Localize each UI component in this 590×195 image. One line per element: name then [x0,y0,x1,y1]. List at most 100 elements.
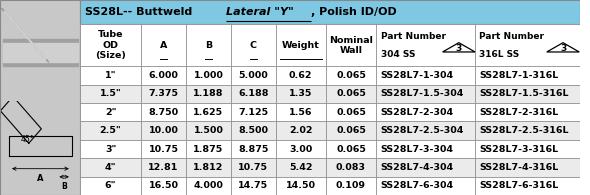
Text: Lateral "Y": Lateral "Y" [225,7,293,17]
Bar [474,85,580,103]
Text: 7.375: 7.375 [149,89,179,98]
Bar [80,103,141,121]
Bar [276,140,326,158]
Bar [376,85,474,103]
Bar [474,103,580,121]
Text: SS28L7-2-316L: SS28L7-2-316L [479,108,559,117]
Bar [376,66,474,85]
Bar [80,158,141,177]
Text: 2.02: 2.02 [289,126,313,135]
Text: 0.065: 0.065 [336,126,366,135]
Text: Nominal
Wall: Nominal Wall [329,36,373,55]
Text: SS28L7-4-304: SS28L7-4-304 [381,163,454,172]
Bar [376,158,474,177]
Text: 0.083: 0.083 [336,163,366,172]
Bar [80,121,141,140]
Bar [231,158,276,177]
Bar [326,158,376,177]
Text: 8.875: 8.875 [238,144,268,153]
Bar [276,103,326,121]
Text: 3: 3 [455,44,462,53]
Bar [326,103,376,121]
Text: 1.35: 1.35 [289,89,313,98]
Text: 10.75: 10.75 [149,144,179,153]
Text: Tube
OD
(Size): Tube OD (Size) [95,30,126,60]
Bar [141,158,186,177]
Bar [141,177,186,195]
Text: Weight: Weight [282,41,320,50]
Bar [80,66,141,85]
Text: SS28L7-1.5-316L: SS28L7-1.5-316L [479,89,569,98]
Text: 6.000: 6.000 [149,71,179,80]
Text: 4.000: 4.000 [194,181,223,190]
Bar [376,121,474,140]
Text: SS28L7-2.5-304: SS28L7-2.5-304 [381,126,464,135]
Text: B: B [205,41,212,50]
Bar [276,121,326,140]
Text: 45°: 45° [21,135,35,144]
Bar [376,24,474,66]
Text: 1.56: 1.56 [289,108,313,117]
Bar [326,177,376,195]
Text: 2": 2" [105,108,116,117]
Bar [474,158,580,177]
Text: 1.5": 1.5" [100,89,122,98]
Text: 6.188: 6.188 [238,89,268,98]
Bar [141,66,186,85]
Text: SS28L7-6-316L: SS28L7-6-316L [479,181,559,190]
Text: SS28L7-3-316L: SS28L7-3-316L [479,144,558,153]
Text: SS28L7-1-316L: SS28L7-1-316L [479,71,559,80]
Bar [141,85,186,103]
Text: 4": 4" [105,163,116,172]
Bar [231,140,276,158]
Text: 5.000: 5.000 [238,71,268,80]
Text: , Polish ID/OD: , Polish ID/OD [312,7,397,17]
Bar [186,121,231,140]
Text: 6": 6" [105,181,116,190]
Bar [80,0,580,24]
Text: 14.50: 14.50 [286,181,316,190]
Bar [186,66,231,85]
Text: SS28L7-1.5-304: SS28L7-1.5-304 [381,89,464,98]
Text: SS28L-- Buttweld: SS28L-- Buttweld [84,7,196,17]
Bar [231,24,276,66]
Bar [376,177,474,195]
Text: A: A [160,41,167,50]
Bar [326,121,376,140]
Bar [326,24,376,66]
Bar [474,24,580,66]
Bar [326,66,376,85]
Text: 0.065: 0.065 [336,144,366,153]
Text: 0.62: 0.62 [289,71,313,80]
Bar [141,103,186,121]
Text: 0.065: 0.065 [336,108,366,117]
Bar [276,85,326,103]
Text: 3": 3" [105,144,116,153]
Bar [276,66,326,85]
Text: 1.875: 1.875 [194,144,224,153]
Polygon shape [2,8,49,62]
Text: 1": 1" [105,71,116,80]
Bar [474,177,580,195]
Text: 10.00: 10.00 [149,126,179,135]
Text: 8.750: 8.750 [149,108,179,117]
Text: 1.812: 1.812 [193,163,224,172]
Bar [80,177,141,195]
Text: SS28L7-1-304: SS28L7-1-304 [381,71,454,80]
Text: 316L SS: 316L SS [479,50,519,59]
Text: 0.065: 0.065 [336,71,366,80]
Text: 12.81: 12.81 [148,163,179,172]
Bar [474,140,580,158]
Bar [376,103,474,121]
Text: 8.500: 8.500 [238,126,268,135]
Text: 2.5": 2.5" [100,126,122,135]
Bar [141,121,186,140]
Bar [276,24,326,66]
Text: 304 SS: 304 SS [381,50,415,59]
Bar [186,158,231,177]
Text: A: A [37,174,44,183]
Bar [376,140,474,158]
Text: 1.000: 1.000 [194,71,223,80]
Bar [231,103,276,121]
Text: Part Number: Part Number [381,32,446,41]
